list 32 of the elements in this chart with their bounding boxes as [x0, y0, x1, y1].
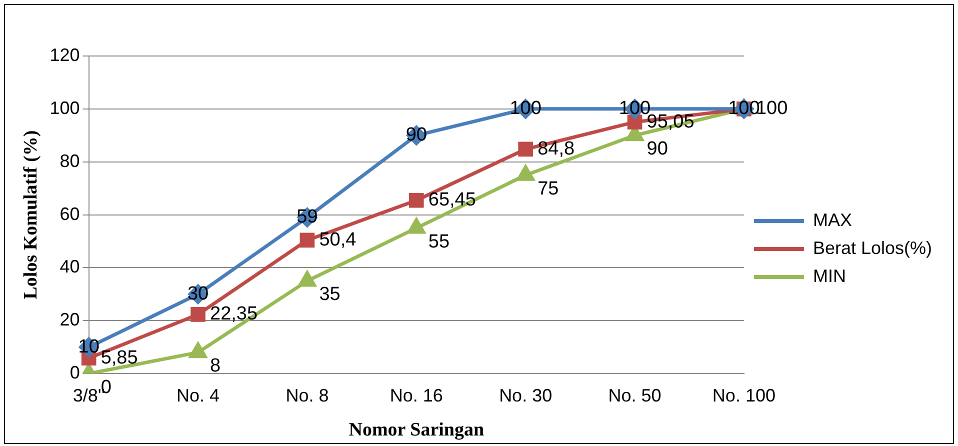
data-label: 55 — [428, 231, 450, 252]
data-label: 8 — [210, 356, 221, 377]
y-tick-label: 40 — [60, 256, 80, 277]
data-label: 75 — [538, 178, 559, 200]
data-label: 90 — [646, 138, 668, 160]
legend-label: Berat Lolos(%) — [812, 238, 932, 258]
legend-label: MIN — [812, 266, 846, 286]
data-label: 59 — [296, 206, 318, 228]
data-label: 5,85 — [100, 347, 138, 368]
y-axis-title: Lolos Komulatif (%) — [20, 130, 42, 300]
data-label: 65,45 — [428, 190, 476, 211]
x-tick-label: No. 8 — [286, 385, 329, 406]
y-tick-label: 20 — [60, 310, 80, 330]
y-tick-label: 120 — [50, 44, 80, 65]
y-tick-label: 60 — [60, 204, 80, 224]
x-tick-label: No. 30 — [499, 385, 552, 406]
data-label: 10 — [78, 336, 100, 358]
x-tick-label: No. 100 — [712, 385, 776, 406]
data-label: 30 — [187, 283, 209, 304]
x-tick-label: No. 50 — [608, 385, 662, 406]
y-tick-label: 100 — [50, 98, 80, 118]
y-tick-label: 80 — [60, 150, 80, 171]
legend-label: MAX — [812, 210, 852, 230]
data-label: 50,4 — [319, 229, 357, 250]
x-tick-label: No. 16 — [390, 385, 443, 406]
data-label: 90 — [406, 124, 427, 146]
data-label: 35 — [319, 284, 340, 306]
x-axis-title: Nomor Saringan — [348, 420, 484, 441]
x-tick-label: No. 4 — [176, 385, 220, 406]
data-label: 22,35 — [210, 304, 258, 325]
data-label: 84,8 — [538, 138, 575, 160]
y-tick-label: 0 — [70, 362, 80, 383]
